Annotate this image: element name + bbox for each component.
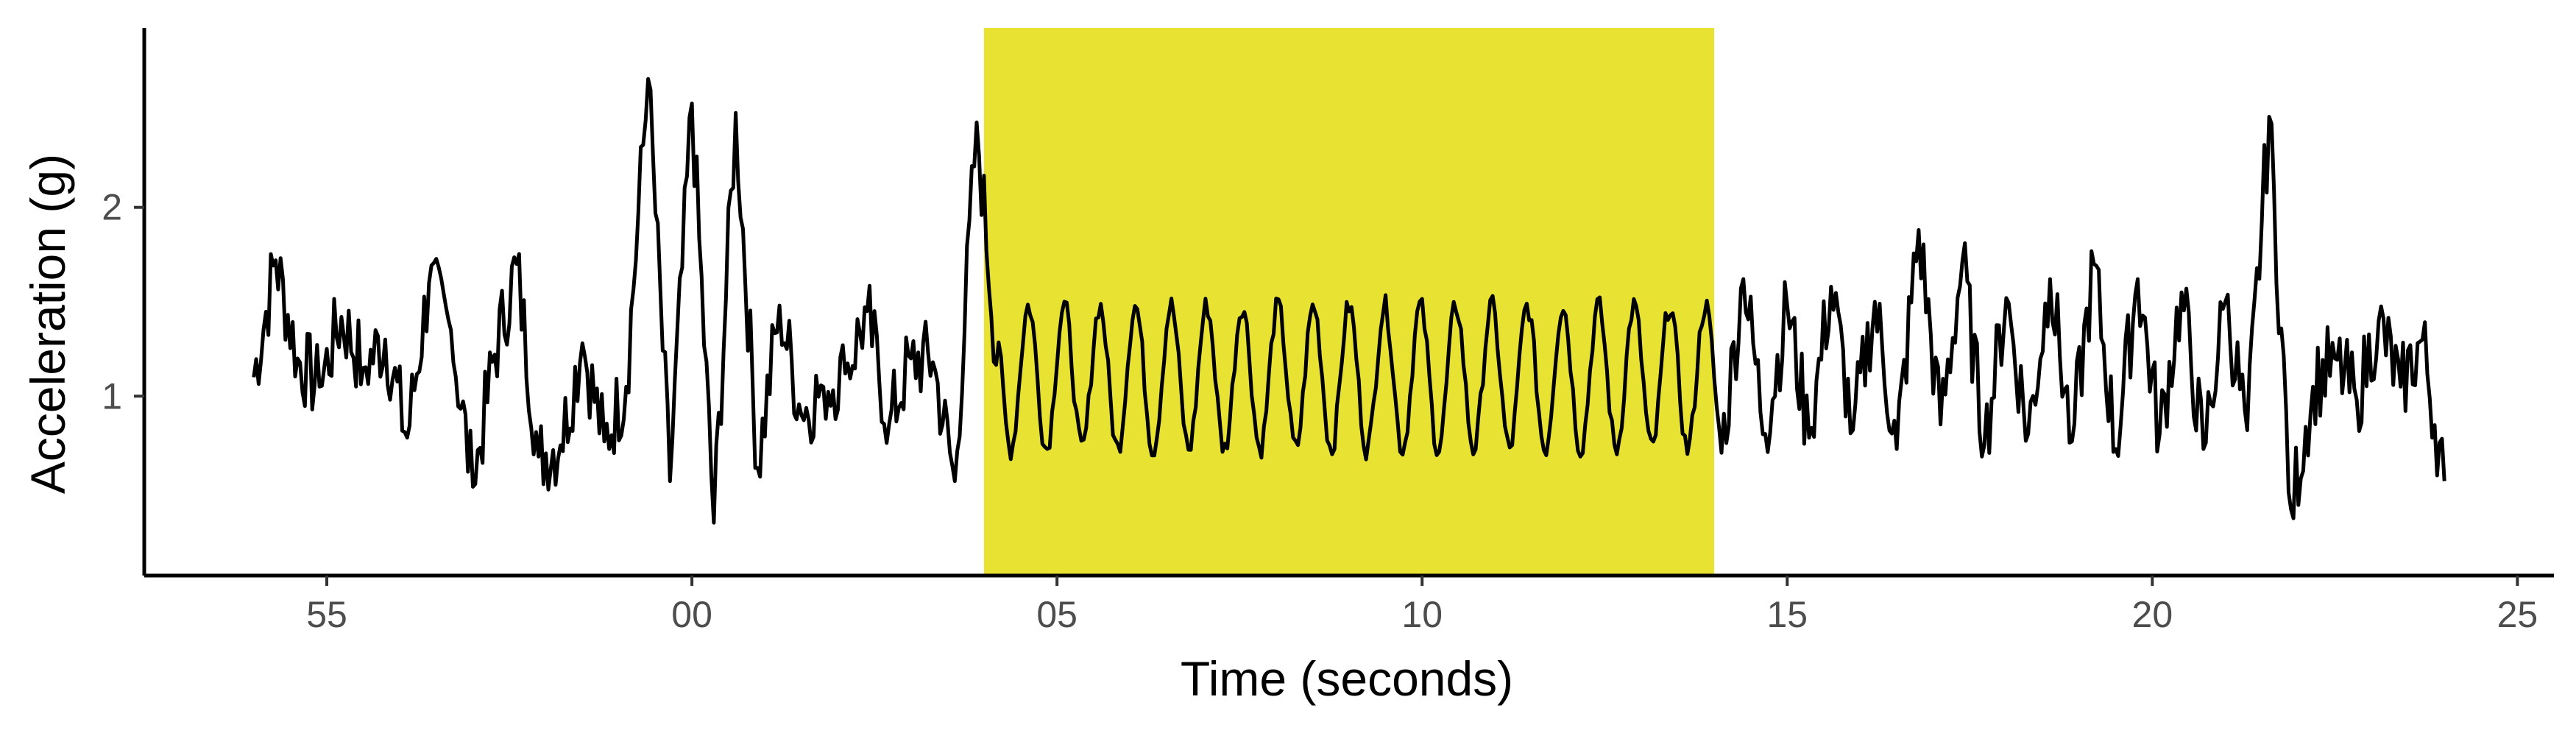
series-line-acceleration [252,77,2446,525]
x-axis-title: Time (seconds) [1181,651,1513,706]
x-tick-label: 05 [1036,594,1078,635]
x-tick-label: 25 [2497,594,2538,635]
x-tick-label: 15 [1766,594,1808,635]
y-axis-title: Acceleration (g) [21,154,75,494]
x-tick-label: 00 [671,594,712,635]
x-tick-label: 55 [306,594,347,635]
x-tick-label: 10 [1401,594,1443,635]
x-tick-label: 20 [2132,594,2173,635]
y-tick-label: 1 [102,375,122,417]
y-tick-label: 2 [102,187,122,228]
highlight-region [983,28,1715,576]
